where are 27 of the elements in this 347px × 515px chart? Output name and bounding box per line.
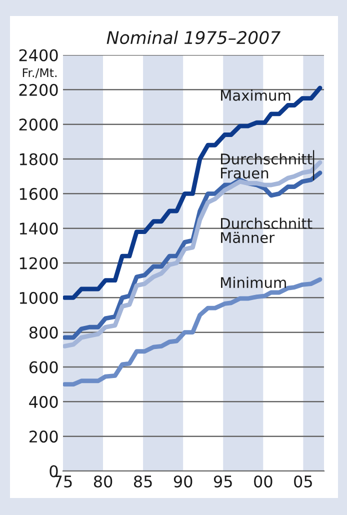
x-tick-label: 05 [294,475,312,488]
series-label: Minimum [221,276,286,288]
x-tick-label: 95 [214,475,232,488]
x-tick-label: 85 [134,475,152,488]
x-tick-label: 90 [174,475,192,488]
y-tick-label: 0 [50,465,58,478]
y-tick-label: 1200 [20,257,58,270]
y-tick-label: 800 [29,326,58,339]
y-tick-label: 200 [30,430,58,443]
y-tick-label: 1800 [20,153,58,166]
y-tick-label: 2000 [19,118,58,131]
y-tick-label: 2200 [19,84,58,96]
y-tick-label: 400 [29,396,58,408]
line-series [63,86,322,300]
chart-title: Nominal 1975–2007 [106,30,281,44]
y-tick-label: 1400 [20,222,58,235]
series-label: Maximum [221,90,290,101]
y-tick-label: 1600 [20,188,58,200]
y-tick-label: 1000 [20,292,58,304]
y-tick-label: 2400 [19,49,58,62]
series-label: Durchschnitt Männer [221,218,312,244]
y-tick-label: 600 [29,361,58,374]
x-tick-label: 00 [254,475,272,488]
x-tick-label: 80 [94,475,112,488]
line-series [63,277,322,387]
y-axis-title: Fr./Mt. [22,68,57,78]
x-tick-label: 75 [54,476,72,488]
